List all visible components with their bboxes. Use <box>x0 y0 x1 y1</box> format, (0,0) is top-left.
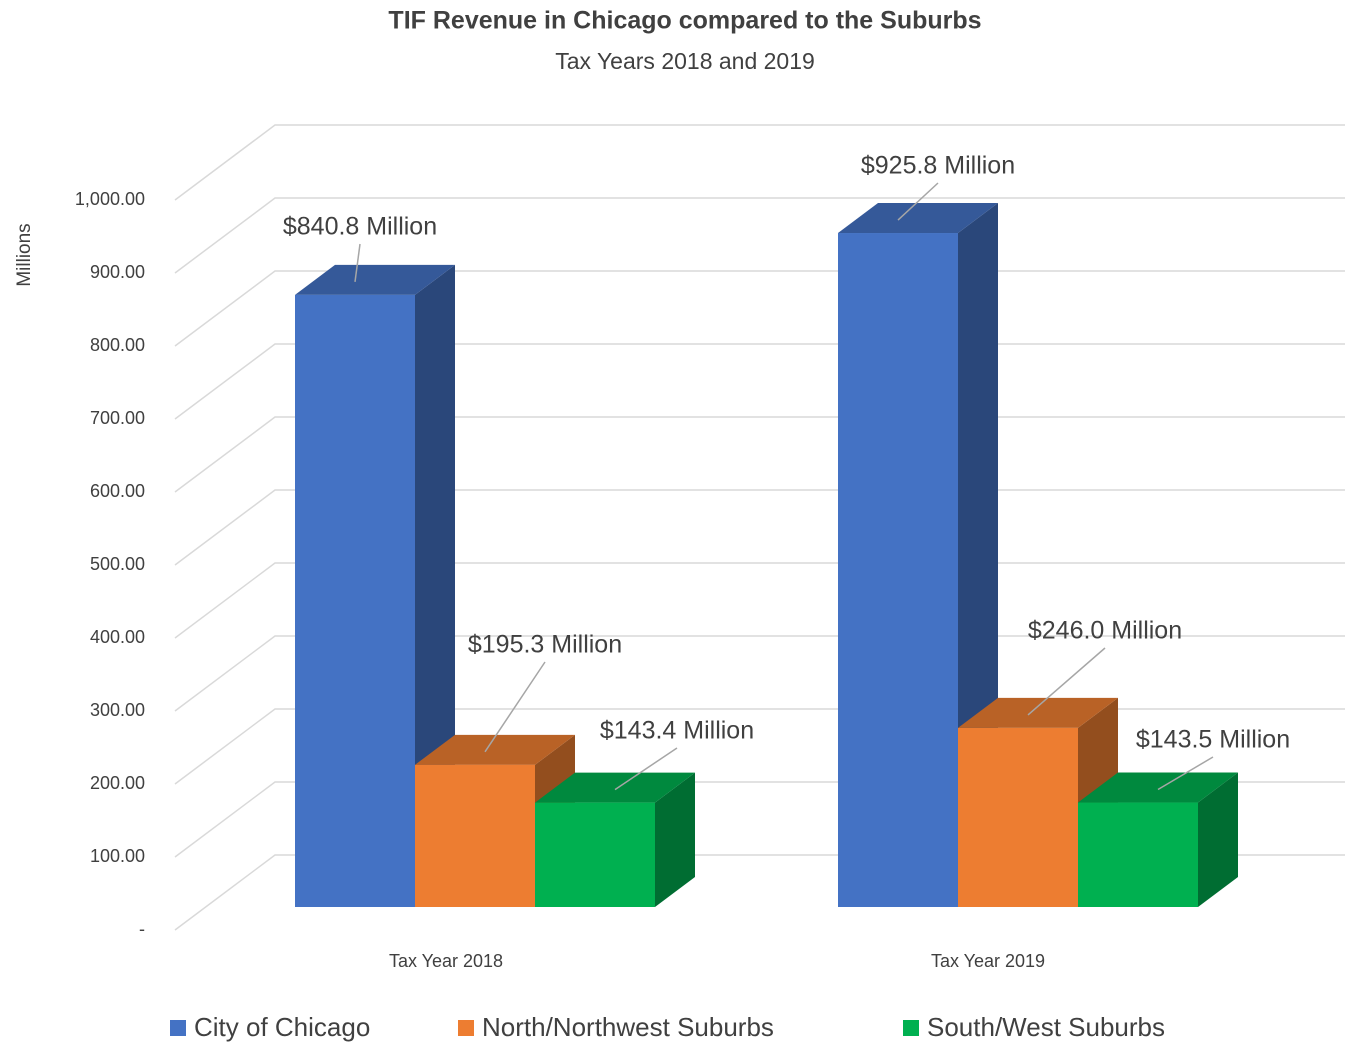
bar-front <box>535 802 655 907</box>
bar-side <box>655 772 695 907</box>
bar <box>535 772 695 907</box>
bar-top <box>415 734 575 765</box>
data-label: $840.8 Million <box>283 213 437 241</box>
bar-front <box>415 764 535 907</box>
grid-line <box>174 197 1345 274</box>
y-tick-label: 700.00 <box>90 408 145 428</box>
leader-line <box>614 747 678 791</box>
y-tick-label: 800.00 <box>90 335 145 355</box>
y-tick-label: 400.00 <box>90 627 145 647</box>
legend-swatch <box>903 1020 919 1036</box>
bar-side <box>1198 772 1238 907</box>
y-tick-label: 1,000.00 <box>75 189 145 209</box>
bar-top <box>295 264 455 295</box>
data-label: $143.5 Million <box>1136 726 1290 754</box>
bar-top <box>535 772 695 803</box>
leader-line <box>897 182 939 221</box>
legend-swatch <box>458 1020 474 1036</box>
y-tick-label: 300.00 <box>90 700 145 720</box>
leader-line <box>484 661 546 753</box>
y-tick-label: 100.00 <box>90 846 145 866</box>
y-tick-label: 200.00 <box>90 773 145 793</box>
data-label: $143.4 Million <box>600 717 754 745</box>
x-tick-label: Tax Year 2018 <box>389 951 503 971</box>
grid-line <box>174 124 1345 201</box>
data-label: $246.0 Million <box>1028 617 1182 645</box>
y-tick-label: 600.00 <box>90 481 145 501</box>
y-axis-label: Millions <box>14 223 35 286</box>
leader-line <box>354 243 361 282</box>
y-tick-label: 900.00 <box>90 262 145 282</box>
bar-top <box>838 203 998 234</box>
bar-front <box>1078 802 1198 907</box>
bar <box>1078 772 1238 907</box>
legend-label: North/Northwest Suburbs <box>482 1012 774 1042</box>
y-tick-label: - <box>139 919 145 939</box>
legend-label: City of Chicago <box>194 1012 370 1042</box>
bar-front <box>958 727 1078 907</box>
legend-swatch <box>170 1020 186 1036</box>
legend-label: South/West Suburbs <box>927 1012 1165 1042</box>
bar-front <box>838 233 958 908</box>
bar-top <box>958 697 1118 728</box>
data-label: $925.8 Million <box>861 152 1015 180</box>
bar <box>295 264 455 908</box>
y-tick-label: 500.00 <box>90 554 145 574</box>
data-label: $195.3 Million <box>468 631 622 659</box>
leader-line <box>1157 756 1214 791</box>
leader-line <box>1027 647 1106 716</box>
chart-title: TIF Revenue in Chicago compared to the S… <box>388 7 981 35</box>
x-tick-label: Tax Year 2019 <box>931 951 1045 971</box>
bar-top <box>1078 772 1238 803</box>
chart-subtitle: Tax Years 2018 and 2019 <box>555 48 815 74</box>
bar-front <box>295 294 415 908</box>
